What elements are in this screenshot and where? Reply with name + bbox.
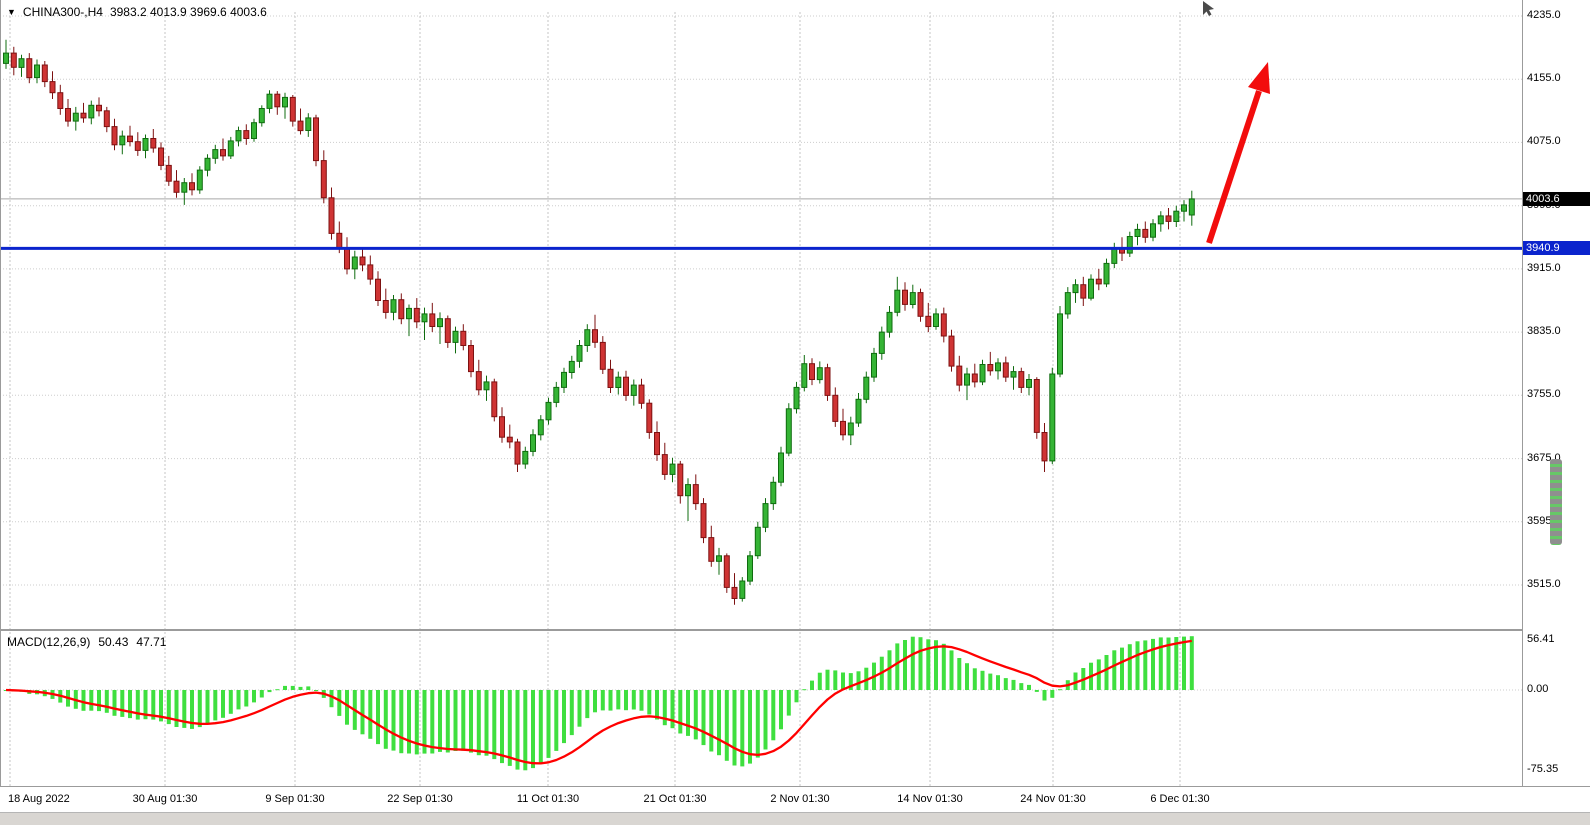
- price-tick-label: 3515.0: [1527, 578, 1561, 590]
- time-tick-label: 2 Nov 01:30: [770, 793, 830, 805]
- chart-left-border: [0, 0, 1, 786]
- time-tick-label: 22 Sep 01:30: [387, 793, 453, 805]
- mouse-cursor-icon: [1203, 1, 1214, 16]
- main-chart-area[interactable]: [0, 0, 1522, 630]
- time-tick-label: 18 Aug 2022: [8, 793, 70, 805]
- ohlc-values: 3983.2 4013.9 3969.6 4003.6: [109, 5, 267, 19]
- price-tick-label: 4075.0: [1527, 135, 1561, 148]
- macd-histogram: [4, 636, 1194, 771]
- price-tick-label: 4155.0: [1527, 72, 1561, 85]
- macd-indicator-label: MACD(12,26,9) 50.43 47.71: [7, 635, 166, 649]
- hline-price-tag: 3940.9: [1523, 241, 1590, 256]
- time-axis-separator: [0, 786, 1590, 787]
- macd-signal-value: 47.71: [136, 635, 167, 649]
- price-tick-label: 3835.0: [1527, 325, 1561, 338]
- time-tick-label: 21 Oct 01:30: [643, 793, 707, 805]
- price-tick-label: 4235.0: [1527, 9, 1561, 21]
- macd-value: 50.43: [98, 635, 129, 649]
- time-tick-label: 9 Sep 01:30: [265, 793, 325, 805]
- time-tick-label: 11 Oct 01:30: [516, 793, 580, 805]
- panel-separator[interactable]: [0, 629, 1590, 631]
- symbol-dropdown-icon[interactable]: ▼: [7, 7, 16, 17]
- price-tick-label: 3915.0: [1527, 261, 1561, 274]
- current-price-tag: 4003.6: [1523, 191, 1590, 206]
- time-tick-label: 30 Aug 01:30: [132, 793, 198, 805]
- price-tick-label: 3755.0: [1527, 388, 1561, 401]
- macd-panel[interactable]: [0, 632, 1522, 786]
- time-tick-label: 24 Nov 01:30: [1020, 793, 1086, 805]
- macd-tick-label: -75.35: [1527, 763, 1559, 775]
- time-tick-label: 14 Nov 01:30: [897, 793, 963, 805]
- scrollbar-thumb[interactable]: [1550, 459, 1562, 545]
- price-axis[interactable]: 4235.04155.04075.03995.03915.03835.03755…: [1522, 0, 1590, 786]
- window-bottom-edge: [0, 812, 1590, 825]
- macd-tick-label: 56.41: [1527, 633, 1555, 645]
- macd-tick-label: 0.00: [1527, 683, 1549, 695]
- candlesticks: [3, 39, 1195, 605]
- chart-header: ▼ CHINA300-,H4 3983.2 4013.9 3969.6 4003…: [7, 5, 267, 19]
- macd-name: MACD(12,26,9): [7, 635, 91, 649]
- time-axis[interactable]: 18 Aug 2022 30 Aug 01:30 9 Sep 01:30 22 Sep…: [0, 787, 1590, 812]
- time-tick-label: 6 Dec 01:30: [1150, 793, 1210, 805]
- macd-signal-line: [5, 639, 1192, 765]
- symbol-timeframe-label: CHINA300-,H4: [22, 5, 103, 19]
- trend-arrow[interactable]: [1206, 62, 1270, 244]
